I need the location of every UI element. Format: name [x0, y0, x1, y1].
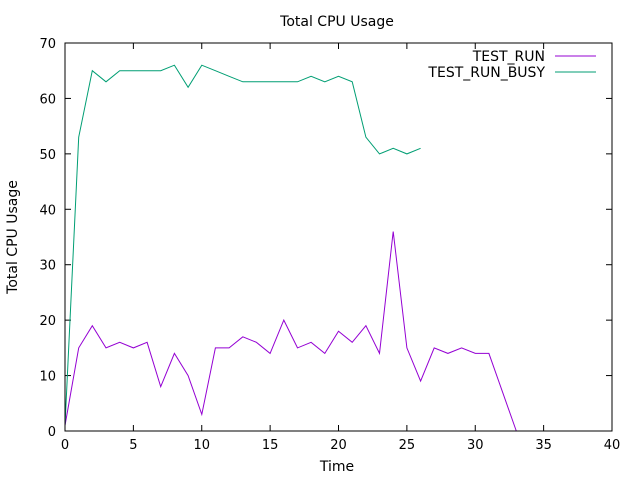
x-axis-label: Time [319, 459, 354, 475]
y-tick-label: 60 [39, 92, 56, 107]
y-tick-label: 10 [39, 370, 56, 385]
y-tick-label: 50 [39, 148, 56, 163]
plot-frame [64, 42, 613, 432]
x-tick-label: 35 [535, 438, 552, 453]
y-axis-label: Total CPU Usage [5, 180, 21, 295]
y-tick-label: 0 [48, 425, 56, 440]
series-group [64, 64, 517, 432]
series-line-test-run [64, 231, 517, 432]
x-tick-label: 40 [604, 438, 621, 453]
x-tick-label: 20 [330, 438, 347, 453]
x-tick-label: 15 [262, 438, 279, 453]
legend-label: TEST_RUN [472, 49, 545, 65]
x-tick-label: 0 [61, 438, 69, 453]
x-tick-label: 30 [467, 438, 484, 453]
series-line-test-run-busy [64, 64, 421, 426]
y-tick-label: 20 [39, 314, 56, 329]
y-tick-label: 30 [39, 259, 56, 274]
x-tick-label: 10 [193, 438, 210, 453]
axis-ticks: 0 5 10 15 20 25 30 35 40 0 10 20 30 40 50 60 70 [39, 37, 620, 453]
legend-label: TEST_RUN_BUSY [427, 65, 545, 81]
y-tick-label: 40 [39, 203, 56, 218]
y-tick-label: 70 [39, 37, 56, 52]
x-tick-label: 25 [399, 438, 416, 453]
x-tick-label: 5 [129, 438, 137, 453]
chart-title: Total CPU Usage [279, 14, 394, 30]
